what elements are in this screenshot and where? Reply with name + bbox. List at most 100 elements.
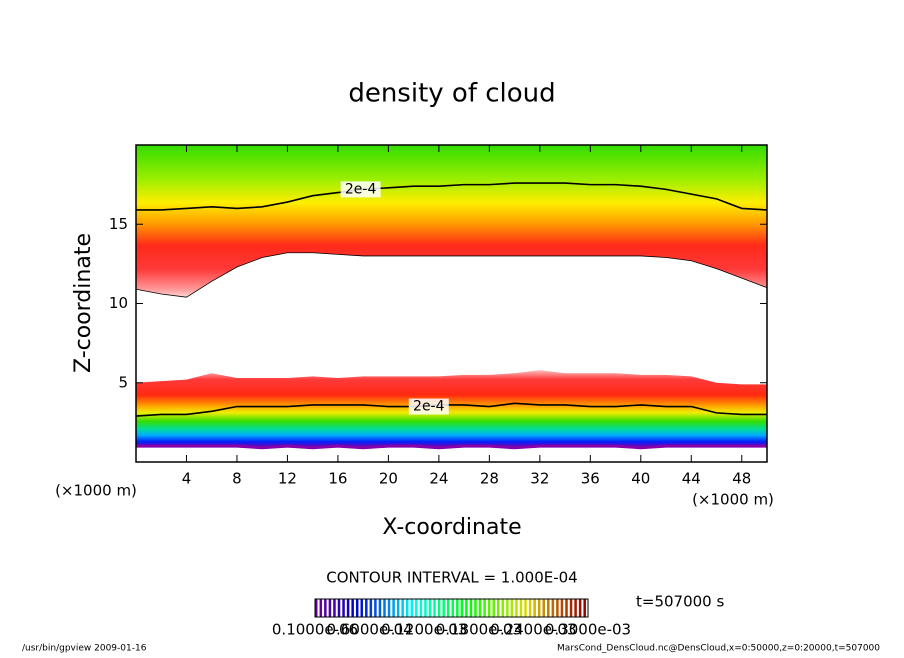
chart-title: density of cloud	[348, 79, 555, 109]
colorbar-stripe	[346, 599, 350, 617]
x-tick-label: 12	[278, 470, 297, 488]
colorbar-stripe	[551, 599, 555, 617]
contour-line	[136, 182, 768, 211]
y-tick-label: 15	[109, 215, 128, 233]
x-tick-label: 8	[232, 470, 242, 488]
colorbar-stripe	[524, 599, 527, 617]
colorbar-stripe	[560, 599, 564, 617]
x-tick-label: 32	[530, 470, 549, 488]
contour-label: 2e-4	[345, 181, 377, 197]
colorbar-label: 0.2400e-03	[490, 621, 576, 639]
colorbar-stripe	[406, 599, 409, 617]
colorbar-label: 0.1000e-06	[272, 621, 358, 639]
colorbar-stripe	[451, 599, 455, 617]
colorbar-stripe	[497, 599, 500, 617]
x-tick-label: 36	[581, 470, 600, 488]
colorbar: 0.1000e-060.6000e-040.1200e-030.1800e-03…	[272, 598, 631, 639]
x-tick-label: 16	[328, 470, 347, 488]
colorbar-stripe	[578, 599, 582, 617]
colorbar-stripe	[355, 599, 359, 617]
colorbar-stripe	[333, 599, 336, 617]
x-tick-label: 40	[631, 470, 650, 488]
upper-cloud-field	[136, 145, 767, 298]
colorbar-stripe	[328, 599, 332, 617]
colorbar-stripe	[510, 599, 514, 617]
colorbar-stripe	[556, 599, 559, 617]
y-unit-label: (×1000 m)	[55, 482, 137, 500]
colorbar-stripe	[337, 599, 341, 617]
colorbar-stripe	[401, 599, 404, 617]
colorbar-stripe	[446, 599, 450, 617]
x-tick-label: 20	[379, 470, 398, 488]
colorbar-stripe	[365, 599, 368, 617]
colorbar-stripe	[474, 599, 477, 617]
lower-cloud-field	[136, 370, 767, 448]
colorbar-stripe	[465, 599, 468, 617]
y-tick-label: 5	[118, 373, 128, 391]
colorbar-stripe	[528, 599, 532, 617]
colorbar-label: 0.1800e-03	[436, 621, 522, 639]
colorbar-stripe	[319, 599, 323, 617]
y-axis-label: Z-coordinate	[71, 233, 96, 373]
contour-line	[136, 444, 767, 450]
colorbar-frame	[314, 598, 589, 618]
x-tick-label: 44	[682, 470, 701, 488]
x-axis-label: X-coordinate	[382, 515, 521, 540]
colorbar-stripe	[492, 599, 495, 617]
colorbar-stripe	[569, 599, 573, 617]
colorbar-stripe	[515, 599, 518, 617]
colorbar-stripe	[324, 599, 327, 617]
colorbar-stripe	[360, 599, 364, 617]
colorbar-stripe	[342, 599, 345, 617]
colorbar-stripe	[442, 599, 445, 617]
colorbar-stripe	[565, 599, 568, 617]
colorbar-stripe	[428, 599, 432, 617]
footer-left: /usr/bin/gpview 2009-01-16	[22, 644, 147, 654]
colorbar-stripe	[469, 599, 473, 617]
colorbar-stripe	[460, 599, 464, 617]
colorbar-stripe	[410, 599, 414, 617]
colorbar-stripe	[583, 599, 586, 617]
colorbar-label: 0.3000e-03	[545, 621, 631, 639]
contour-label: 2e-4	[413, 399, 445, 415]
colorbar-stripe	[478, 599, 482, 617]
y-tick-label: 10	[109, 294, 128, 312]
colorbar-stripe	[542, 599, 546, 617]
colorbar-stripe	[533, 599, 536, 617]
colorbar-stripe	[419, 599, 423, 617]
contour-label-bg	[340, 181, 381, 198]
colorbar-stripe	[537, 599, 541, 617]
colorbar-stripe	[351, 599, 354, 617]
contour-line	[135, 402, 767, 417]
colorbar-stripe	[437, 599, 441, 617]
x-tick-label: 48	[732, 470, 751, 488]
contour-label-bg	[408, 398, 449, 415]
colorbar-stripe	[487, 599, 491, 617]
colorbar-label: 0.6000e-04	[326, 621, 412, 639]
colorbar-stripe	[424, 599, 427, 617]
colorbar-stripe	[415, 599, 418, 617]
colorbar-stripe	[547, 599, 550, 617]
footer-right: MarsCond_DensCloud.nc@DensCloud,x=0:5000…	[557, 644, 880, 654]
x-tick-label: 28	[480, 470, 499, 488]
contour-line	[135, 252, 768, 298]
colorbar-label: 0.1200e-03	[381, 621, 467, 639]
colorbar-stripe	[506, 599, 509, 617]
x-tick-label: 24	[429, 470, 448, 488]
colorbar-stripe	[383, 599, 386, 617]
colorbar-stripe	[369, 599, 373, 617]
colorbar-stripe	[574, 599, 577, 617]
contour-interval: CONTOUR INTERVAL = 1.000E-04	[326, 569, 577, 587]
x-tick-label: 4	[182, 470, 192, 488]
colorbar-stripe	[315, 599, 318, 617]
colorbar-stripe	[483, 599, 486, 617]
colorbar-stripe	[433, 599, 436, 617]
colorbar-stripe	[519, 599, 523, 617]
colorbar-stripe	[456, 599, 459, 617]
colorbar-stripe	[387, 599, 391, 617]
time-label: t=507000 s	[636, 593, 724, 611]
colorbar-stripe	[501, 599, 505, 617]
x-unit-label: (×1000 m)	[692, 491, 774, 509]
colorbar-stripe	[392, 599, 395, 617]
colorbar-stripe	[378, 599, 382, 617]
